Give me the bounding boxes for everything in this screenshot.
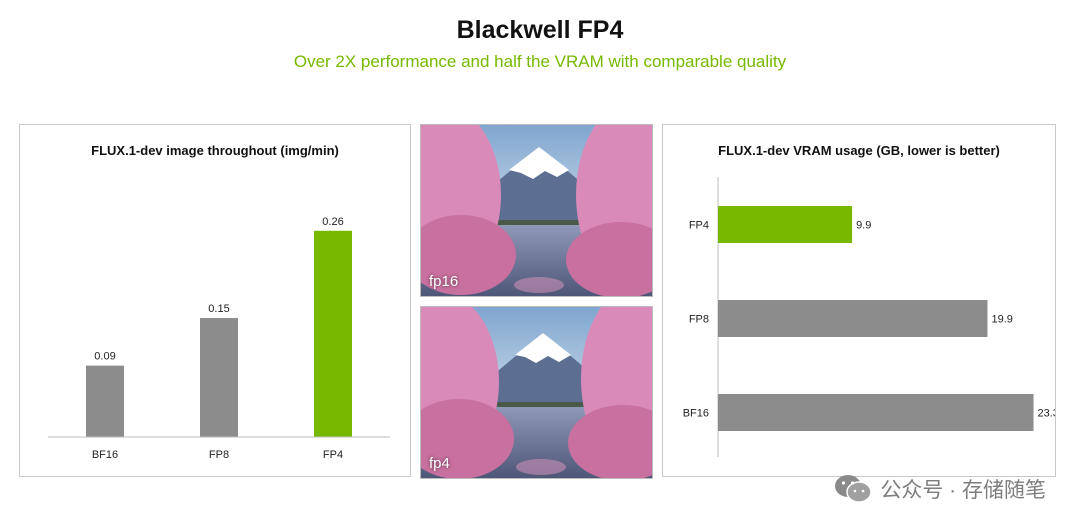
- data-label-bf16: 0.09: [94, 351, 115, 363]
- page-subtitle: Over 2X performance and half the VRAM wi…: [293, 52, 787, 71]
- bar-bf16: [86, 365, 124, 437]
- data-label-fp8: 19.9: [991, 314, 1012, 326]
- y-tick-label-fp8: FP8: [689, 314, 709, 326]
- throughput-chart: 0.09 BF16 0.15 FP8 0.26 FP4: [48, 216, 390, 461]
- y-tick-label-bf16: BF16: [683, 408, 709, 420]
- vram-chart-title: FLUX.1-dev VRAM usage (GB, lower is bett…: [718, 143, 1000, 158]
- data-label-fp4: 0.26: [322, 216, 343, 228]
- x-tick-label-bf16: BF16: [92, 449, 118, 461]
- fp16-sample-image: fp16: [420, 124, 653, 297]
- bar-fp4: [314, 230, 352, 437]
- fp4-image-label: fp4: [429, 455, 450, 472]
- x-tick-label-fp4: FP4: [323, 449, 343, 461]
- bar-fp8: [718, 300, 988, 337]
- bar-fp4: [718, 206, 853, 243]
- fp4-sample-image: fp4: [420, 306, 653, 479]
- throughput-chart-panel: FLUX.1-dev image throughout (img/min) 0.…: [19, 124, 411, 477]
- mountain-blossom-illustration: [421, 307, 652, 478]
- fp16-image-label: fp16: [429, 273, 459, 290]
- data-label-fp4: 9.9: [856, 220, 871, 232]
- y-tick-label-fp4: FP4: [689, 220, 709, 232]
- wechat-icon: [835, 475, 873, 503]
- mountain-blossom-illustration: [421, 125, 652, 296]
- bar-bf16: [718, 394, 1034, 431]
- vram-chart: 9.9 FP4 19.9 FP8 23.3 BF16: [683, 177, 1055, 457]
- watermark-text: 公众号 · 存储随笔: [880, 479, 1046, 502]
- data-label-fp8: 0.15: [208, 303, 229, 315]
- vram-chart-panel: FLUX.1-dev VRAM usage (GB, lower is bett…: [662, 124, 1056, 477]
- page-title: Blackwell FP4: [456, 16, 624, 44]
- watermark: 公众号 · 存储随笔: [834, 472, 1046, 506]
- x-tick-label-fp8: FP8: [209, 449, 229, 461]
- bar-fp8: [200, 318, 238, 437]
- data-label-bf16: 23.3: [1038, 408, 1055, 420]
- throughput-chart-title: FLUX.1-dev image throughout (img/min): [91, 143, 339, 158]
